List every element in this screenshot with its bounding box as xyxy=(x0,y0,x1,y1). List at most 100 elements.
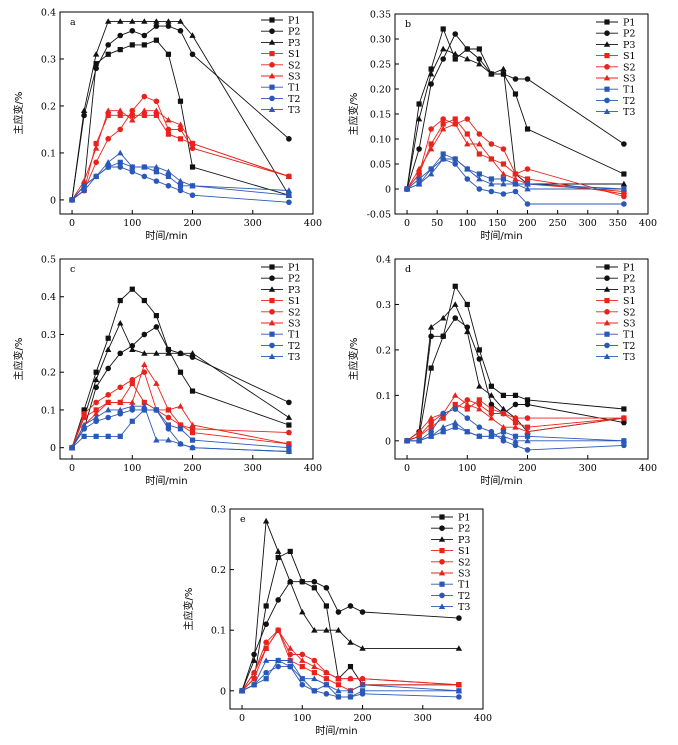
point-p1-a-4 xyxy=(117,46,123,53)
series-s1-c xyxy=(69,380,292,451)
point-p3-e-6 xyxy=(311,627,318,633)
point-p3-b-6 xyxy=(476,60,483,67)
point-p1-a-9 xyxy=(177,98,184,104)
point-t3-d-4 xyxy=(452,419,459,426)
x-axis-label-a: 时间/min xyxy=(145,229,187,240)
y-tick-label-a-0: 0 xyxy=(50,195,56,206)
legend-label-p2-c: P2 xyxy=(288,274,300,285)
point-s3-e-11 xyxy=(455,681,463,688)
legend-label-t3-d: T3 xyxy=(623,352,635,363)
y-tick-label-b-2: 0.05 xyxy=(370,160,391,171)
point-s3-d-8 xyxy=(500,423,507,430)
point-t1-d-4 xyxy=(452,424,458,430)
point-s2-a-9 xyxy=(177,126,184,133)
point-t2-a-11 xyxy=(286,199,292,206)
point-p3-c-6 xyxy=(141,350,148,356)
legend-marker-t1-d xyxy=(604,331,610,337)
legend-marker-s2-a xyxy=(269,62,275,68)
point-t3-b-6 xyxy=(476,175,483,182)
point-s3-a-2 xyxy=(92,145,100,151)
point-s1-d-6 xyxy=(476,397,482,403)
point-s3-e-3 xyxy=(274,627,282,633)
point-s1-b-2 xyxy=(428,141,434,147)
point-s3-c-10 xyxy=(189,421,196,428)
point-t3-c-7 xyxy=(153,436,160,443)
point-t2-a-4 xyxy=(117,164,124,170)
legend-marker-p2-e xyxy=(439,525,445,531)
x-tick-label-b-5: 250 xyxy=(549,218,567,229)
point-s1-c-2 xyxy=(93,407,99,413)
point-t3-b-9 xyxy=(512,180,519,187)
legend-marker-t3-d xyxy=(603,353,611,359)
y-tick-label-b-1: 0 xyxy=(385,185,391,196)
point-p1-c-6 xyxy=(141,297,147,304)
point-s1-c-5 xyxy=(129,380,135,387)
series-t3-e xyxy=(238,657,463,694)
point-t2-d-6 xyxy=(476,424,483,430)
point-p3-b-4 xyxy=(452,50,459,57)
point-t3-d-1 xyxy=(415,437,423,444)
legend-label-p1-a: P1 xyxy=(288,16,300,27)
point-s2-b-7 xyxy=(488,141,495,147)
point-t3-e-3 xyxy=(274,657,282,663)
point-p2-a-7 xyxy=(153,23,160,29)
point-s1-b-5 xyxy=(464,131,470,137)
series-line-p2-a xyxy=(71,25,290,200)
point-p2-e-5 xyxy=(299,578,306,585)
point-t1-d-8 xyxy=(500,429,507,435)
point-p2-e-11 xyxy=(456,615,462,621)
series-line-s1-c xyxy=(71,382,289,448)
y-tick-label-b-5: 0.20 xyxy=(370,85,391,96)
point-s2-d-9 xyxy=(512,415,519,421)
point-t3-a-10 xyxy=(189,182,196,189)
point-s2-c-2 xyxy=(93,399,99,406)
plot-area-c xyxy=(68,286,293,455)
point-p1-d-2 xyxy=(428,365,434,371)
x-tick-label-e-1: 100 xyxy=(293,713,311,724)
legend-marker-s1-c xyxy=(269,298,275,304)
x-tick-label-c-1: 100 xyxy=(123,463,141,474)
point-p1-b-9 xyxy=(512,91,519,97)
point-s3-a-4 xyxy=(117,107,124,114)
x-tick-label-d-1: 100 xyxy=(458,463,476,474)
legend-label-s3-b: S3 xyxy=(623,74,636,85)
point-p3-a-2 xyxy=(92,51,100,57)
point-s2-a-10 xyxy=(189,145,196,152)
point-t2-d-4 xyxy=(452,406,459,412)
point-t2-b-1 xyxy=(416,176,422,182)
point-t2-b-9 xyxy=(512,188,519,195)
point-t3-b-7 xyxy=(488,180,495,187)
point-p2-a-2 xyxy=(93,65,99,72)
point-p3-c-5 xyxy=(129,346,136,352)
y-tick-label-a-4: 0.4 xyxy=(41,8,56,19)
series-t3-a xyxy=(68,149,293,203)
point-p3-c-11 xyxy=(285,414,293,420)
point-t1-b-7 xyxy=(488,176,494,182)
point-t3-a-5 xyxy=(129,163,136,170)
legend-label-p2-e: P2 xyxy=(458,524,470,535)
point-p2-a-8 xyxy=(165,23,172,29)
y-tick-label-a-1: 0.1 xyxy=(41,148,56,159)
point-t2-a-6 xyxy=(141,173,148,180)
legend-marker-t3-e xyxy=(438,603,446,609)
point-s3-b-3 xyxy=(439,125,447,132)
y-tick-label-d-2: 0.2 xyxy=(376,345,391,356)
point-t2-e-7 xyxy=(323,691,330,697)
point-t1-d-9 xyxy=(512,433,519,439)
point-t2-e-10 xyxy=(359,691,366,697)
legend-label-s1-c: S1 xyxy=(288,296,301,307)
point-s1-e-7 xyxy=(323,676,329,682)
point-t3-d-11 xyxy=(620,437,628,444)
point-t3-b-8 xyxy=(500,180,507,187)
point-p1-e-2 xyxy=(263,603,269,609)
series-line-p1-e xyxy=(241,550,459,692)
point-p2-e-1 xyxy=(251,651,257,658)
legend-label-s1-a: S1 xyxy=(288,49,301,60)
point-s1-a-3 xyxy=(105,112,111,118)
point-s2-a-6 xyxy=(141,93,148,100)
y-tick-label-d-4: 0.4 xyxy=(376,255,391,266)
point-t3-c-5 xyxy=(129,402,136,409)
y-tick-label-c-4: 0.4 xyxy=(41,292,56,303)
